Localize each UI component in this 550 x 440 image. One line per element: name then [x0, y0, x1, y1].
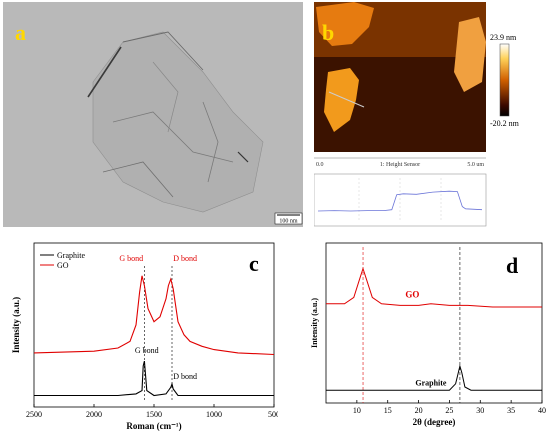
x-tick-label: 1500 [146, 410, 162, 419]
x-tick-label: 20 [415, 406, 423, 415]
colorbar-min-label: -20.2 nm [490, 119, 520, 128]
afm-flake-bottom [324, 68, 359, 132]
scale-bar-label: 100 nm [279, 219, 298, 225]
xrd-chart: 10 15 20 25 30 35 40 GO Graphite d 2θ (degree)… [310, 242, 546, 427]
x-tick-label: 10 [353, 406, 361, 415]
annotation-go-g-bond: G bond [119, 254, 143, 263]
raman-plot-frame [33, 242, 275, 408]
annotation-graphite-d-bond: D bond [173, 372, 197, 381]
sheet-wrinkle [112, 111, 234, 163]
raman-chart: 2500 2000 1500 1000 500 Graphite GO G bond D… [11, 242, 280, 431]
x-tick-label: 1000 [206, 410, 222, 419]
series-line-go [33, 275, 275, 356]
series-label-go: GO [405, 289, 419, 299]
tem-image-panel: a 100 nm [3, 2, 303, 227]
x-tick-label: 35 [507, 406, 515, 415]
afm-flake-right [454, 17, 486, 92]
sheet-fold [87, 46, 122, 98]
xrd-xlabel: 2θ (degree) [413, 417, 456, 427]
afm-figure: b 23.9 nm -20.2 nm 0.0 1: Height Sensor … [313, 2, 520, 227]
x-tick-label: 2500 [26, 410, 42, 419]
sheet-wrinkle [202, 101, 219, 183]
graphene-sheet [92, 31, 264, 213]
colorbar [499, 43, 510, 117]
raman-chart-panel: 2500 2000 1500 1000 500 Graphite GO G bond D… [6, 241, 280, 435]
x-tick-label: 25 [445, 406, 453, 415]
afm-profile-line [328, 91, 365, 108]
series-line-graphite [34, 360, 274, 397]
legend-label-graphite: Graphite [57, 251, 85, 260]
tem-image: a 100 nm [3, 2, 303, 227]
height-profile-line [317, 190, 483, 212]
xrd-plot-frame [325, 242, 543, 404]
afm-panel: b 23.9 nm -20.2 nm 0.0 1: Height Sensor … [313, 2, 546, 230]
raman-ylabel: Intensity (a.u.) [11, 297, 21, 353]
annotation-graphite-g-bond: G bond [135, 346, 159, 355]
height-profile-grid [358, 178, 442, 222]
xrd-chart-panel: 10 15 20 25 30 35 40 GO Graphite d 2θ (degree)… [284, 241, 548, 435]
panel-letter-d: d [506, 253, 518, 278]
xrd-ylabel: Intensity (a.u.) [310, 298, 319, 348]
legend-label-go: GO [57, 261, 69, 270]
x-tick-label: 15 [384, 406, 392, 415]
panel-letter-c: c [249, 251, 259, 276]
sheet-wrinkle [152, 61, 179, 133]
x-tick-label: 30 [476, 406, 484, 415]
x-tick-label: 2000 [86, 410, 102, 419]
x-tick-label: 40 [538, 406, 546, 415]
afm-axis-end: 5.0 um [467, 162, 484, 168]
series-label-graphite: Graphite [415, 378, 447, 387]
sheet-wrinkle [102, 161, 174, 198]
annotation-go-d-bond: D bond [173, 254, 197, 263]
panel-letter-b: b [322, 20, 334, 45]
afm-axis-start: 0.0 [316, 162, 324, 168]
afm-flake-top [316, 2, 374, 46]
panel-letter-a: a [15, 20, 26, 45]
raman-xlabel: Roman (cm⁻¹) [126, 421, 181, 431]
sheet-edge [122, 31, 204, 71]
scale-bar-box [274, 212, 303, 225]
sheet-fragment [237, 151, 249, 163]
series-line-go [326, 266, 542, 308]
series-line-graphite [326, 364, 542, 391]
afm-sensor-label: 1: Height Sensor [380, 162, 420, 168]
colorbar-max-label: 23.9 nm [490, 33, 517, 42]
x-tick-label: 500 [268, 410, 278, 419]
